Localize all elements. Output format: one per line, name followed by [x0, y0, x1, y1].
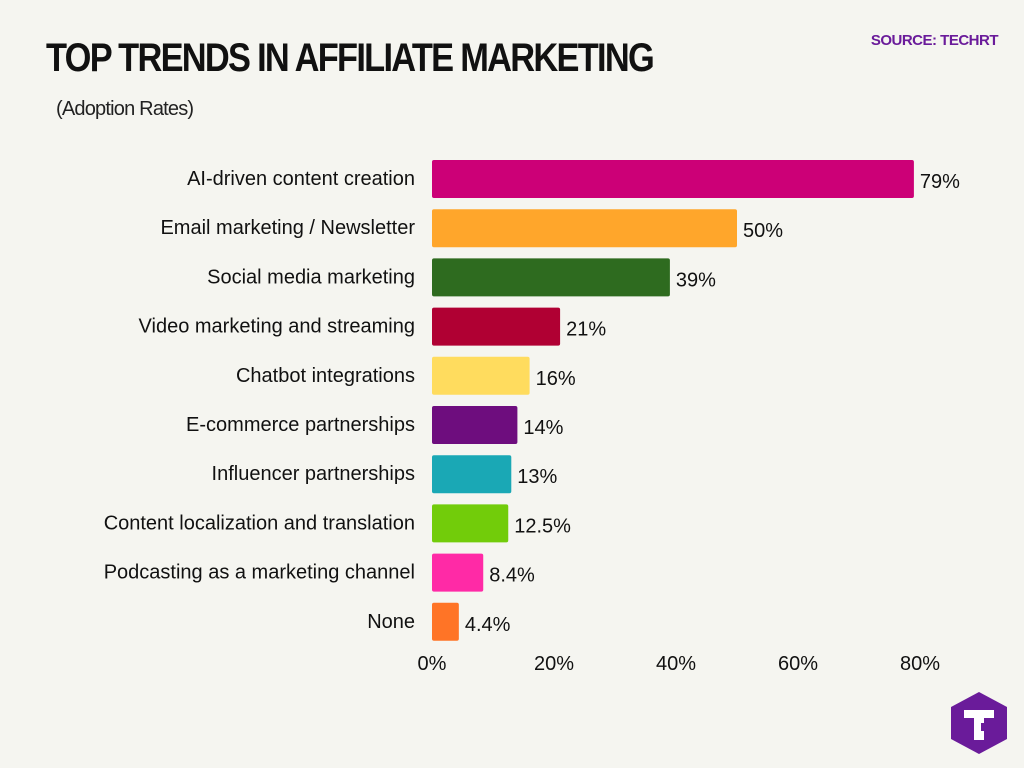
- category-label: Podcasting as a marketing channel: [104, 562, 415, 584]
- category-label: Email marketing / Newsletter: [160, 217, 415, 239]
- chart-title: TOP TRENDS IN AFFILIATE MARKETING: [46, 36, 655, 80]
- x-tick-label: 0%: [418, 653, 447, 675]
- category-label: Social media marketing: [207, 266, 415, 288]
- value-label: 79%: [920, 171, 960, 193]
- bar: [432, 602, 459, 641]
- x-tick-label: 40%: [656, 653, 696, 675]
- category-label: Influencer partnerships: [212, 463, 415, 485]
- category-label: None: [367, 611, 415, 633]
- value-label: 13%: [517, 466, 557, 488]
- category-label: Video marketing and streaming: [139, 316, 415, 338]
- bar: [432, 160, 914, 198]
- techrt-t-logo-icon: [951, 692, 1007, 754]
- bar: [432, 406, 518, 444]
- category-label: Chatbot integrations: [236, 365, 415, 387]
- category-label: E-commerce partnerships: [186, 414, 415, 436]
- chart-subtitle: (Adoption Rates): [56, 98, 194, 120]
- value-label: 39%: [676, 269, 716, 291]
- bar: [432, 553, 484, 592]
- bar: [432, 504, 509, 543]
- x-tick-label: 80%: [900, 653, 940, 675]
- x-tick-label: 20%: [534, 653, 574, 675]
- bar: [432, 258, 670, 297]
- value-label: 21%: [566, 319, 606, 341]
- source-label: SOURCE: TECHRT: [870, 32, 999, 49]
- bar: [432, 307, 561, 346]
- bar: [432, 209, 737, 248]
- bar: [432, 455, 512, 494]
- value-label: 16%: [536, 368, 576, 390]
- value-label: 14%: [523, 417, 563, 439]
- value-label: 4.4%: [465, 614, 511, 636]
- bar: [432, 356, 530, 395]
- value-label: 12.5%: [514, 515, 571, 537]
- x-tick-label: 60%: [778, 653, 818, 675]
- category-label: AI-driven content creation: [187, 168, 415, 190]
- value-label: 50%: [743, 220, 783, 242]
- category-label: Content localization and translation: [104, 512, 415, 534]
- value-label: 8.4%: [489, 565, 535, 587]
